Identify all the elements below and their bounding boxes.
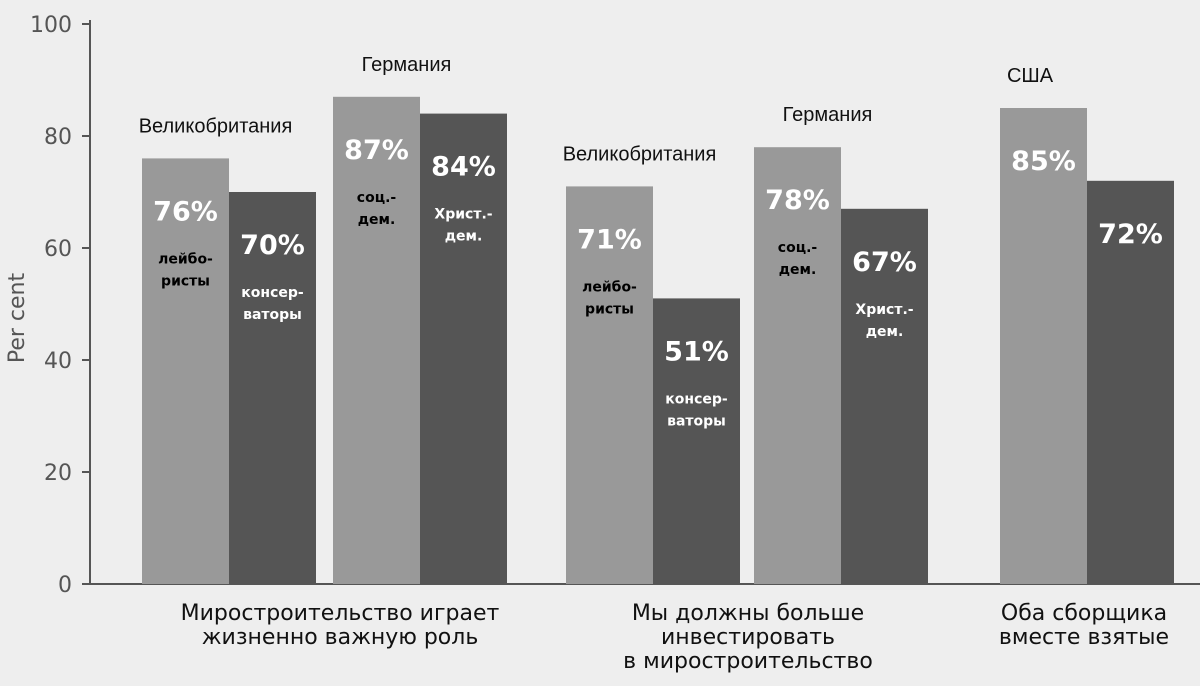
y-tick-label: 60 xyxy=(44,237,72,262)
bar-value-label: 67% xyxy=(852,247,917,278)
category-label: инвестировать xyxy=(661,625,835,650)
bar xyxy=(229,192,316,584)
category-label: Миростроительство играет xyxy=(181,601,500,626)
bar-value-label: 78% xyxy=(765,185,830,216)
country-label: США xyxy=(1007,65,1054,87)
bar-value-label: 87% xyxy=(344,135,409,166)
country-label: Германия xyxy=(362,54,452,76)
bar-party-label: ристы xyxy=(585,301,634,317)
bar-value-label: 71% xyxy=(577,224,642,255)
bar xyxy=(420,113,507,584)
bar xyxy=(566,186,653,584)
y-tick-label: 40 xyxy=(44,349,72,374)
bar-party-label: лейбо- xyxy=(158,251,213,267)
bar-value-label: 70% xyxy=(240,230,305,261)
bar xyxy=(1087,180,1174,585)
y-tick-label: 80 xyxy=(44,125,72,150)
bar-party-label: соц.- xyxy=(357,190,397,206)
bar-party-label: соц.- xyxy=(778,240,818,256)
category-label: вместе взятые xyxy=(999,625,1169,650)
bar-value-label: 84% xyxy=(431,152,496,183)
bar-party-label: лейбо- xyxy=(582,279,637,295)
y-tick-label: 100 xyxy=(30,13,72,38)
bar-party-label: ваторы xyxy=(667,413,726,429)
bar-party-label: дем. xyxy=(779,262,817,278)
bar-party-label: дем. xyxy=(445,229,483,245)
bar xyxy=(754,147,841,584)
country-label: Великобритания xyxy=(139,115,293,137)
bar-party-label: консер- xyxy=(665,391,728,407)
bar xyxy=(142,158,229,584)
bar-layer xyxy=(142,96,1174,585)
label-layer: 76% лейбо-ристы 70% консер-ваторы Великобрит… xyxy=(139,54,1169,674)
y-tick-label: 0 xyxy=(58,573,72,598)
country-label: Германия xyxy=(783,104,873,126)
bar xyxy=(653,298,740,584)
category-label: в миростроительство xyxy=(623,649,873,674)
bar-party-label: Христ.- xyxy=(434,207,492,223)
bar-value-label: 85% xyxy=(1011,146,1076,177)
bar-party-label: дем. xyxy=(358,212,396,228)
bar xyxy=(841,208,928,585)
bar-party-label: ваторы xyxy=(243,307,302,323)
category-label: жизненно важную роль xyxy=(202,625,479,650)
bar-value-label: 72% xyxy=(1098,219,1163,250)
category-label: Оба сборщика xyxy=(1001,601,1167,626)
bar-party-label: дем. xyxy=(866,324,904,340)
bar-party-label: Христ.- xyxy=(855,302,913,318)
bar xyxy=(333,96,420,585)
bar-party-label: ристы xyxy=(161,273,210,289)
y-axis-title: Per cent xyxy=(5,273,30,364)
category-label: Мы должны больше xyxy=(632,601,864,626)
y-tick-label: 20 xyxy=(44,461,72,486)
bar xyxy=(1000,108,1087,584)
country-label: Великобритания xyxy=(563,143,717,165)
bar-value-label: 76% xyxy=(153,196,218,227)
bar-value-label: 51% xyxy=(664,336,729,367)
bar-party-label: консер- xyxy=(241,285,304,301)
